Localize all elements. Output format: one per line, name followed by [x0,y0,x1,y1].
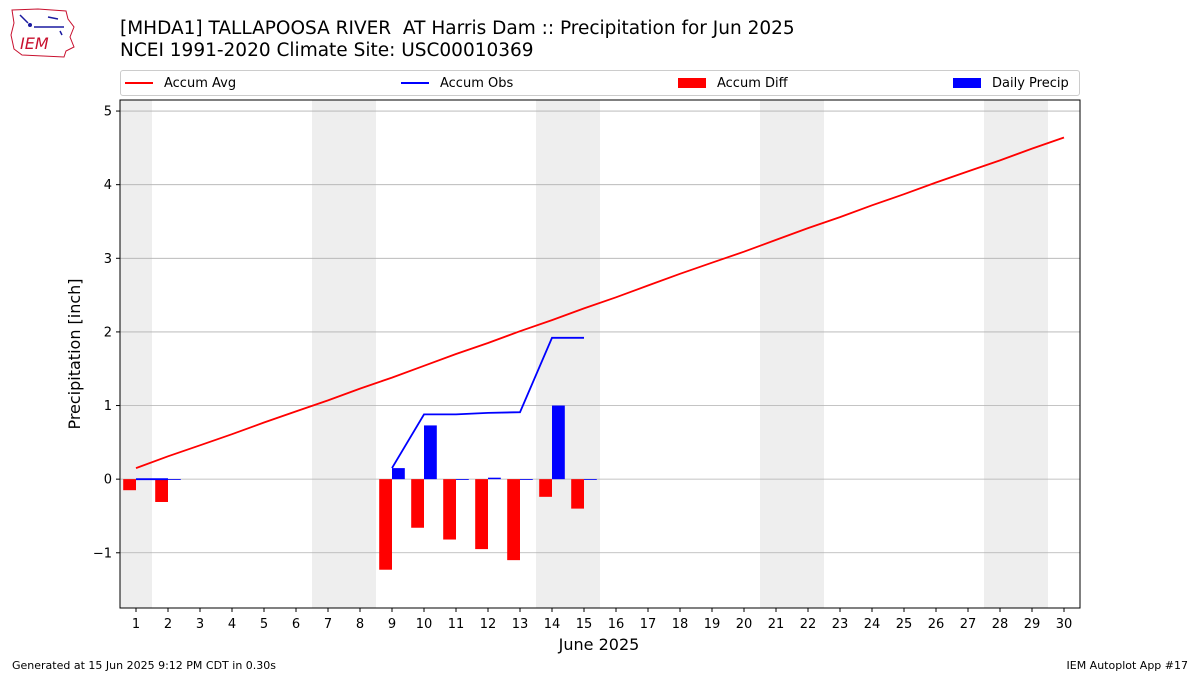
y-tick-label-1: 1 [104,399,112,414]
x-tick-label-23: 23 [832,617,849,632]
accum-diff-bar-2 [155,479,168,502]
x-tick-label-25: 25 [896,617,913,632]
x-tick-label-26: 26 [928,617,945,632]
legend-item-accum-obs: Accum Obs [401,71,513,95]
x-tick-label-22: 22 [800,617,817,632]
legend-item-daily-precip: Daily Precip [953,71,1069,95]
legend-item-accum-diff: Accum Diff [678,71,788,95]
bars [123,405,597,570]
accum-diff-bar-1 [123,479,136,491]
legend-label-accum-avg: Accum Avg [164,75,237,91]
legend-label-accum-obs: Accum Obs [440,75,514,91]
accum-diff-bar-15 [571,479,584,509]
iem-logo: IEM [10,8,75,58]
iowa-outline-icon [10,8,75,58]
accum-diff-bar-10 [411,479,424,528]
weekend-shading [120,100,1048,608]
x-axis-label: June 2025 [558,635,640,654]
x-tick-label-6: 6 [292,617,300,632]
daily-precip-bar-9 [392,468,405,480]
x-tick-label-27: 27 [960,617,977,632]
legend-item-accum-avg: Accum Avg [125,71,236,95]
chart-title: [MHDA1] TALLAPOOSA RIVER AT Harris Dam :… [120,18,795,39]
chart-legend: Accum Avg Accum Obs Accum Diff Daily Pre… [120,70,1080,96]
x-tick-label-29: 29 [1024,617,1041,632]
x-tick-label-30: 30 [1056,617,1073,632]
x-tick-label-18: 18 [672,617,689,632]
weekend-band-29 [1016,100,1048,608]
daily-precip-bar-13 [520,479,533,480]
weekend-band-1 [120,100,152,608]
x-tick-label-3: 3 [196,617,204,632]
x-tick-label-7: 7 [324,617,332,632]
x-tick-label-2: 2 [164,617,172,632]
x-tick-label-17: 17 [640,617,657,632]
accum-diff-bar-12 [475,479,488,550]
daily-precip-bar-11 [456,479,469,480]
x-tick-label-14: 14 [544,617,561,632]
y-tick-label-3: 3 [104,252,112,267]
y-tick-label-0: 0 [104,473,112,488]
weekend-band-7 [312,100,344,608]
x-tick-label-13: 13 [512,617,529,632]
x-tick-label-10: 10 [416,617,433,632]
x-tick-label-24: 24 [864,617,881,632]
x-tick-label-19: 19 [704,617,721,632]
accum-diff-bar-14 [539,479,552,497]
y-tick-label-4: 4 [104,178,112,193]
y-tick-label--1: −1 [93,546,112,561]
x-tick-label-5: 5 [260,617,268,632]
x-tick-label-20: 20 [736,617,753,632]
y-tick-label-5: 5 [104,105,112,120]
series-lines [135,136,1065,481]
y-tick-label-2: 2 [104,325,112,340]
accum-obs-line [391,336,584,469]
accum-diff-bar-13 [507,479,520,561]
grid-lines [120,110,1080,554]
daily-precip-bar-14 [552,405,565,480]
x-tick-label-15: 15 [576,617,593,632]
x-tick-label-21: 21 [768,617,785,632]
weather-symbols-icon [19,14,64,36]
weekend-band-22 [792,100,824,608]
legend-swatch-accum-avg [125,82,153,84]
x-tick-label-11: 11 [448,617,465,632]
generated-timestamp: Generated at 15 Jun 2025 9:12 PM CDT in … [12,659,277,672]
accum-diff-bar-11 [443,479,456,540]
chart-subtitle: NCEI 1991-2020 Climate Site: USC00010369 [120,40,534,61]
logo-text: IEM [20,34,49,53]
x-tick-label-1: 1 [132,617,140,632]
legend-label-accum-diff: Accum Diff [717,75,788,91]
weekend-band-14 [536,100,568,608]
x-tick-label-16: 16 [608,617,625,632]
weekend-band-15 [568,100,600,608]
app-label: IEM Autoplot App #17 [1066,659,1189,672]
legend-swatch-accum-diff [678,78,706,88]
station-icon [28,23,32,27]
legend-label-daily-precip: Daily Precip [992,75,1069,91]
legend-swatch-accum-obs [401,82,429,84]
x-tick-label-8: 8 [356,617,364,632]
x-tick-label-4: 4 [228,617,236,632]
accum-diff-bar-9 [379,479,392,570]
accum-avg-line [135,136,1065,469]
x-tick-label-9: 9 [388,617,396,632]
weekend-band-28 [984,100,1016,608]
x-tick-label-28: 28 [992,617,1009,632]
weekend-band-8 [344,100,376,608]
daily-precip-bar-2 [168,479,181,480]
plot-frame [119,99,1081,609]
y-axis-label: Precipitation [inch] [65,278,84,429]
daily-precip-bar-10 [424,425,437,480]
legend-swatch-daily-precip [953,78,981,88]
daily-precip-bar-12 [488,477,501,480]
daily-precip-bar-15 [584,479,597,480]
weekend-band-21 [760,100,792,608]
x-tick-label-12: 12 [480,617,497,632]
